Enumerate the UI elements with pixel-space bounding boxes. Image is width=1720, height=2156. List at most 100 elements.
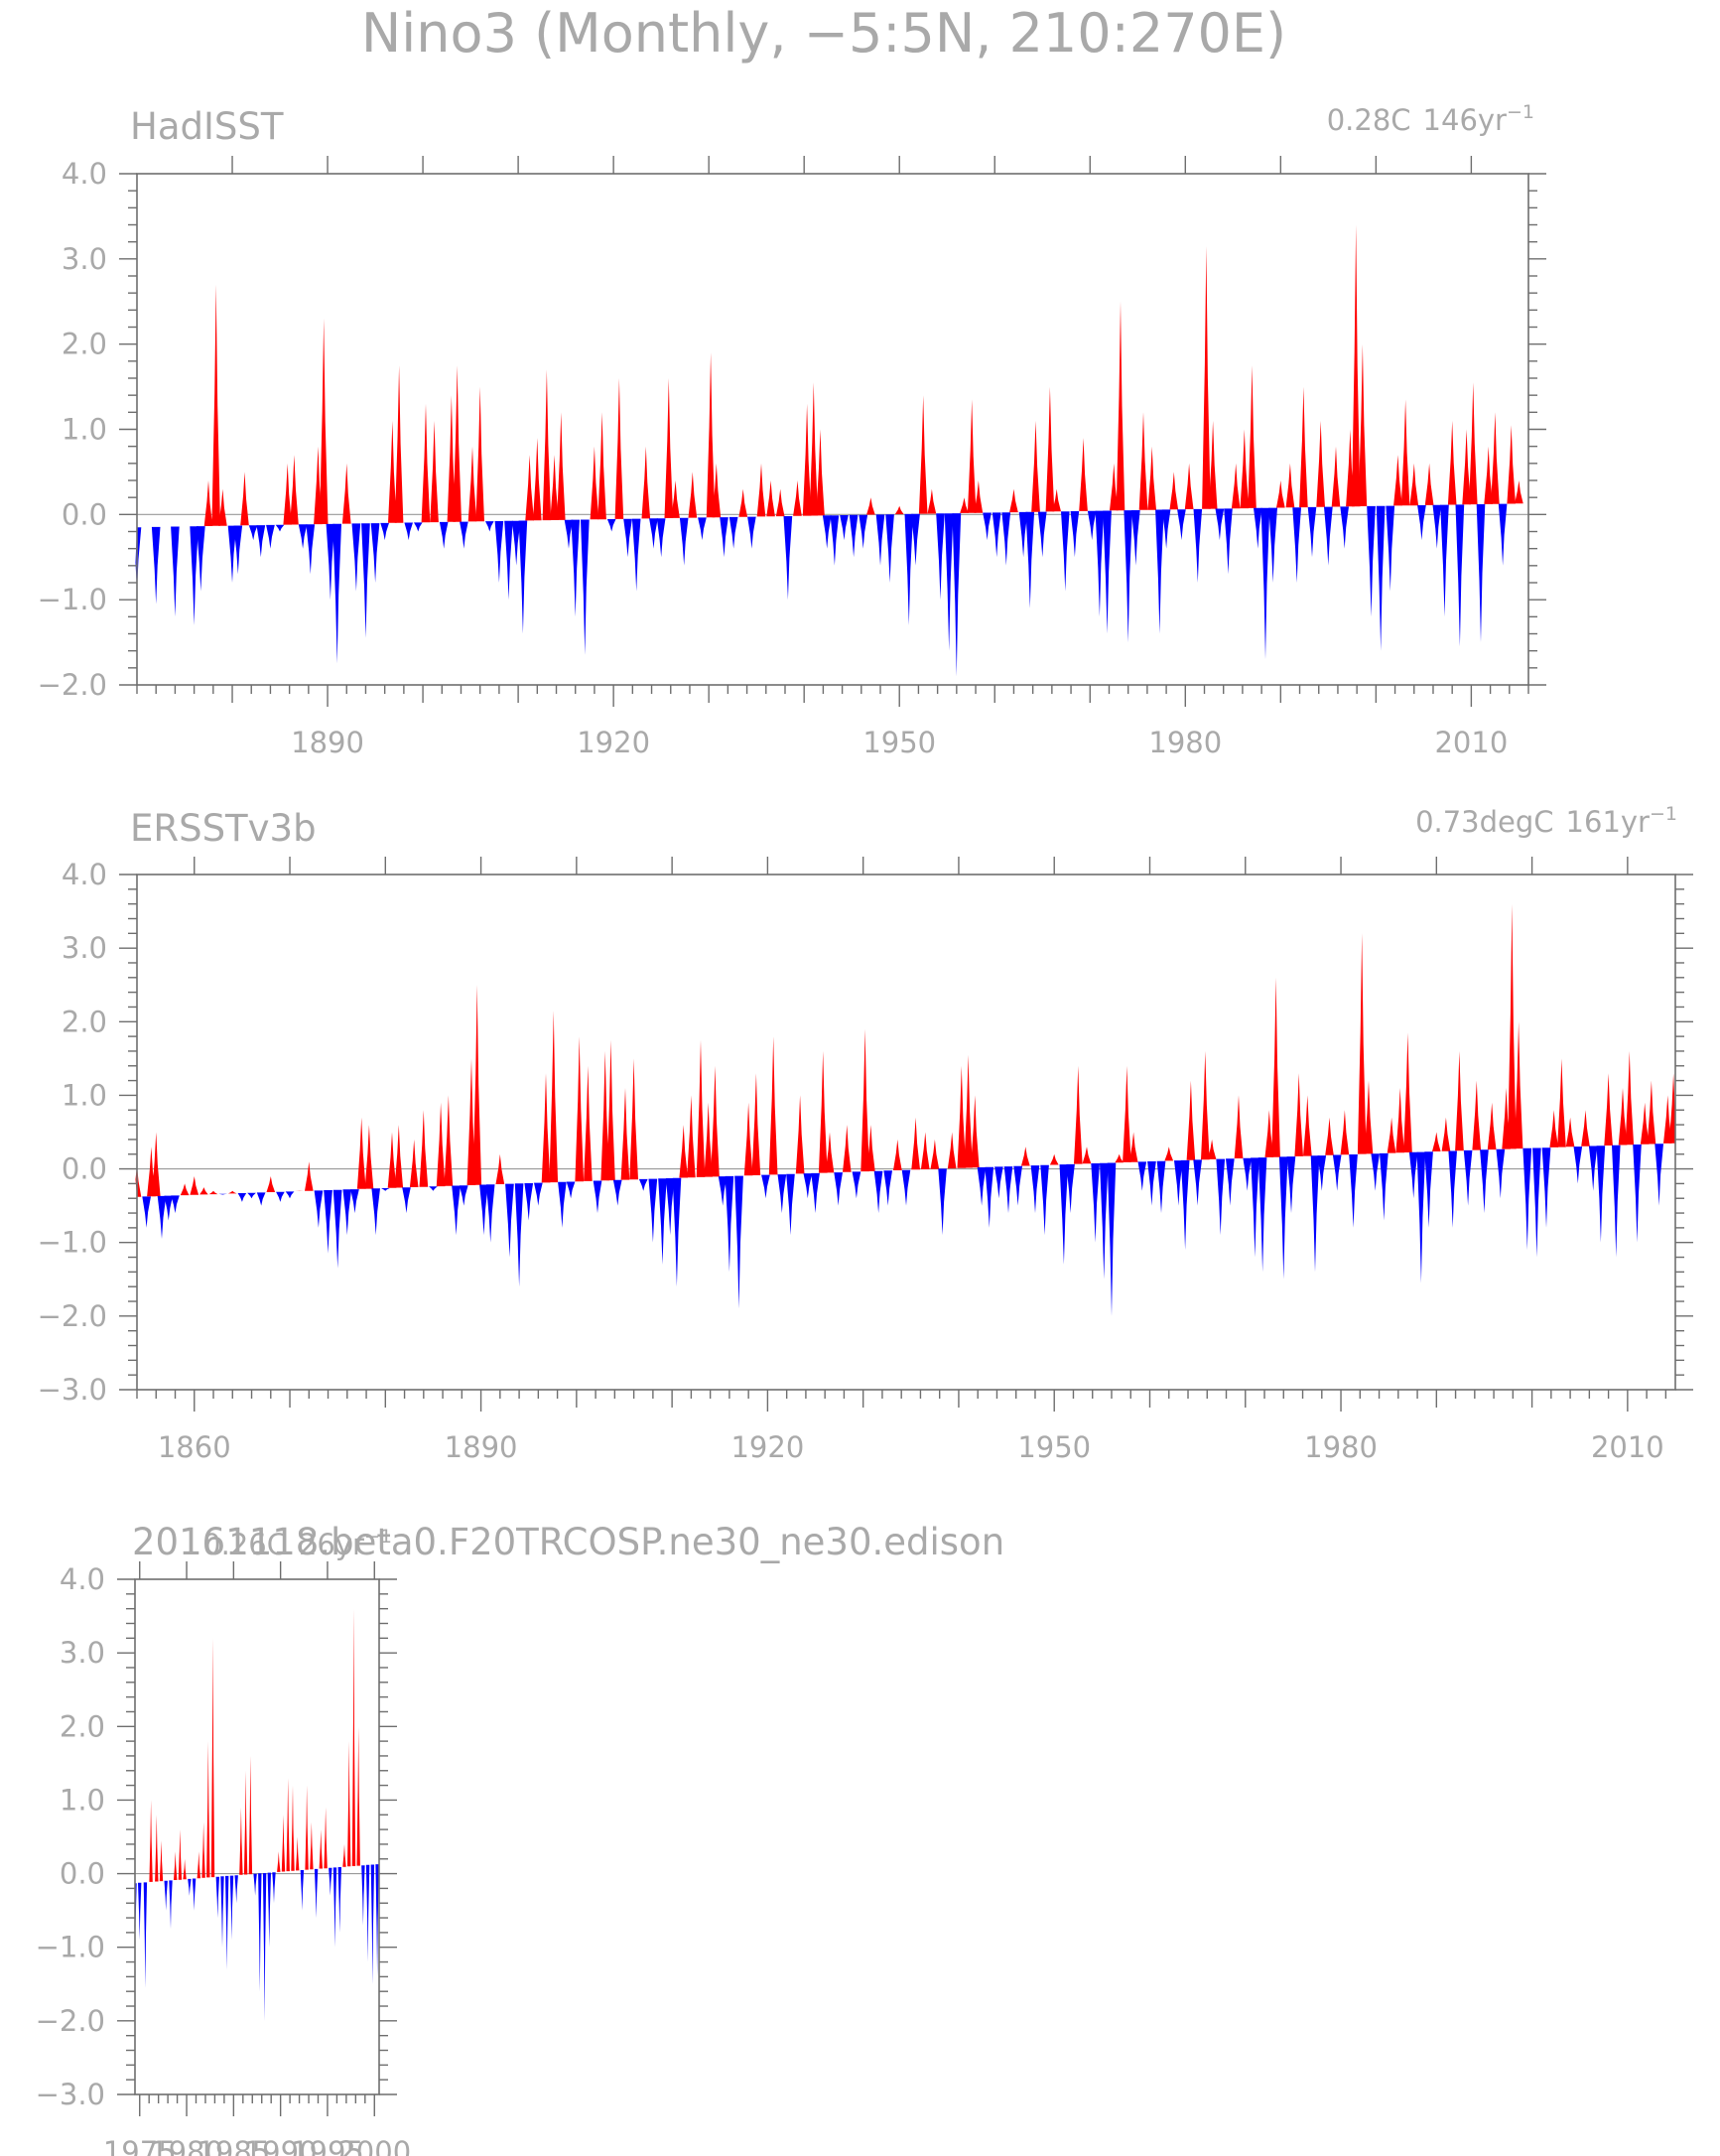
anomaly-spike (777, 1174, 787, 1214)
anomaly-spike (272, 1872, 276, 1904)
anomaly-spike (233, 525, 243, 575)
anomaly-spike (143, 1882, 148, 1988)
anomaly-spike (342, 1843, 346, 1867)
anomaly-spike (623, 518, 632, 558)
anomaly-spike (1131, 510, 1140, 566)
anomaly-spike (1066, 1163, 1075, 1214)
anomaly-spike (1604, 1073, 1613, 1145)
anomaly-spike (174, 1851, 178, 1880)
y-tick-label: 0.0 (62, 497, 107, 531)
anomaly-spike (1161, 509, 1171, 549)
anomaly-spike (1268, 507, 1277, 583)
anomaly-spike (1416, 1151, 1426, 1283)
anomaly-spike (1193, 508, 1203, 583)
anomaly-spike (525, 455, 534, 521)
anomaly-spike (459, 1185, 468, 1206)
anomaly-spike (485, 1184, 495, 1243)
trend-exponent: −1 (364, 1526, 392, 1548)
anomaly-spike (1174, 1160, 1183, 1206)
anomaly-spike (1278, 1156, 1288, 1280)
anomaly-spike (229, 1875, 234, 1941)
trend-period: 146yr (1423, 103, 1508, 137)
anomaly-spike (1177, 509, 1186, 541)
anomaly-spike (1357, 933, 1367, 1154)
anomaly-spike (1240, 429, 1250, 509)
x-tick-label: 1985 (197, 2135, 270, 2156)
anomaly-spike (840, 515, 849, 541)
anomaly-spike (728, 516, 738, 549)
anomaly-spike (756, 463, 766, 517)
anomaly-spike (825, 1132, 835, 1173)
anomaly-spike (1264, 1110, 1274, 1157)
anomaly-spike (795, 1095, 805, 1174)
anomaly-spike (883, 1170, 892, 1206)
y-tick-label: 3.0 (62, 931, 107, 965)
anomaly-spike (419, 1110, 429, 1187)
anomaly-spike (1061, 511, 1070, 592)
anomaly-spike (1025, 511, 1035, 608)
anomaly-spike (375, 1864, 379, 1977)
anomaly-spike (1324, 506, 1333, 566)
anomaly-spike (1480, 1149, 1489, 1214)
panel-title-ersstv3b: ERSSTv3b (130, 807, 317, 850)
anomaly-spike (1286, 1156, 1296, 1214)
anomaly-spike (1294, 1073, 1303, 1156)
anomaly-spike (664, 378, 674, 518)
anomaly-spike (305, 1785, 309, 1870)
anomaly-spike (262, 1873, 267, 2021)
anomaly-spike (1557, 1058, 1566, 1147)
anomaly-spike (291, 1785, 295, 1871)
anomaly-spike (766, 480, 775, 517)
anomaly-spike (704, 1102, 713, 1177)
anomaly-spike (300, 1870, 305, 1911)
anomaly-spike (324, 1190, 332, 1254)
anomaly-spike (332, 1867, 337, 1948)
anomaly-spike (256, 525, 266, 558)
trend-value: 0.28C (1327, 103, 1411, 137)
anomaly-spike (258, 1873, 262, 1992)
anomaly-spike (1095, 510, 1105, 617)
anomaly-spike (524, 1183, 534, 1221)
anomaly-spike (1018, 511, 1028, 558)
trend-label-ersstv3b: 0.73degC 161yr−1 (1415, 803, 1677, 839)
anomaly-spike (960, 497, 969, 513)
anomaly-spike (751, 1073, 761, 1175)
anomaly-spike (314, 1868, 319, 1919)
anomaly-spike (1234, 1095, 1244, 1158)
anomaly-spike (1395, 1088, 1405, 1153)
anomaly-spike (283, 463, 292, 525)
anomaly-spike (1164, 1146, 1174, 1161)
x-tick-label: 1995 (291, 2135, 364, 2156)
anomaly-spike (893, 1139, 902, 1170)
anomaly-spike (1292, 507, 1301, 583)
anomaly-spike (266, 1176, 276, 1192)
anomaly-spike (192, 1878, 197, 1911)
anomaly-spike (901, 1169, 911, 1206)
anomaly-spike (305, 1161, 314, 1191)
anomaly-spike (1472, 1080, 1482, 1150)
plot-area-ersstv3b: −3.0 −2.0 −1.0 0.0 1.0 2.0 3.0 4.0 1860 1890 1920 1… (38, 857, 1693, 1464)
anomaly-spike (1498, 503, 1508, 566)
anomaly-spike (1640, 1102, 1650, 1145)
anomaly-spike (1021, 1146, 1030, 1166)
anomaly-spike (1123, 1065, 1131, 1162)
anomaly-spike (1573, 1146, 1583, 1184)
anomaly-spike (1565, 1117, 1575, 1147)
anomaly-spike (1201, 1050, 1210, 1160)
anomaly-spike (1138, 412, 1148, 510)
trend-value: 0.73degC (1415, 805, 1553, 839)
y-tick-label: −1.0 (38, 1226, 107, 1260)
anomaly-spike (1476, 504, 1486, 643)
anomaly-spike (738, 488, 748, 517)
anomaly-spike (197, 526, 205, 592)
anomaly-spike (1215, 508, 1225, 541)
anomaly-spike (1303, 1095, 1312, 1156)
anomaly-spike (629, 1058, 638, 1180)
anomaly-spike (542, 369, 552, 521)
anomaly-spike (138, 1882, 142, 1941)
anomaly-spike (430, 420, 439, 523)
trend-label-model: 0.26C 26yr−1 (202, 1526, 392, 1561)
anomaly-spike (332, 523, 341, 664)
anomaly-spike (985, 1166, 994, 1228)
anomaly-spike (371, 1188, 380, 1236)
